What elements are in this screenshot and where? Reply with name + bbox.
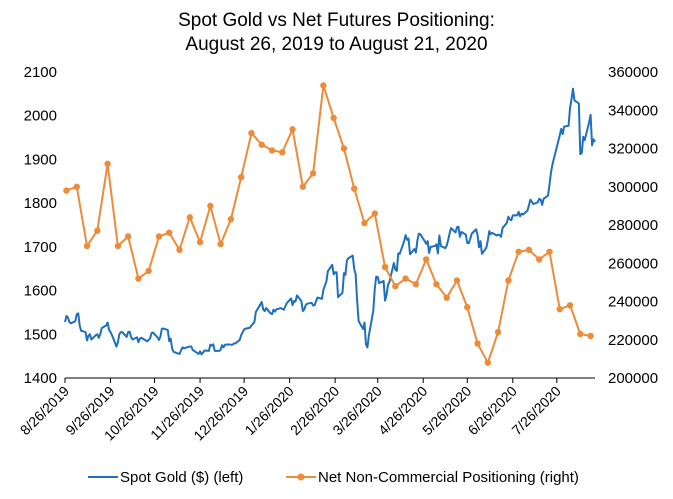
positioning-point xyxy=(546,248,553,255)
positioning-point xyxy=(392,283,399,290)
legend-marker-positioning xyxy=(297,473,305,481)
positioning-point xyxy=(124,233,132,240)
left-tick-label: 1800 xyxy=(24,195,57,212)
positioning-point xyxy=(186,214,193,221)
legend: Spot Gold ($) (left) Net Non-Commercial … xyxy=(88,469,579,486)
x-tick-label: 7/26/2020 xyxy=(509,383,565,439)
positioning-point xyxy=(63,187,70,194)
right-tick-label: 260000 xyxy=(608,255,658,272)
positioning-point xyxy=(474,340,481,347)
positioning-point xyxy=(566,302,574,309)
x-axis-ticks: 8/26/20199/26/201910/26/201911/26/201912… xyxy=(17,378,564,444)
legend-label-positioning: Net Non-Commercial Positioning (right) xyxy=(318,469,579,486)
positioning-point xyxy=(402,275,409,282)
positioning-point xyxy=(258,141,265,148)
positioning-point xyxy=(94,227,101,234)
positioning-point xyxy=(73,183,80,190)
right-tick-label: 320000 xyxy=(608,141,658,158)
legend-label-spot-gold: Spot Gold ($) (left) xyxy=(120,469,243,486)
positioning-point xyxy=(484,359,492,366)
positioning-point xyxy=(536,256,543,263)
right-tick-label: 300000 xyxy=(608,179,658,196)
positioning-point xyxy=(309,170,317,177)
right-tick-label: 360000 xyxy=(608,64,658,81)
right-tick-label: 340000 xyxy=(608,102,658,119)
positioning-point xyxy=(289,126,296,133)
positioning-point xyxy=(196,239,204,246)
positioning-point xyxy=(279,149,286,156)
positioning-point xyxy=(135,275,142,282)
positioning-point xyxy=(515,248,522,255)
positioning-line xyxy=(66,84,591,364)
positioning-point xyxy=(422,256,430,263)
positioning-point xyxy=(453,277,461,284)
positioning-point xyxy=(145,267,152,275)
positioning-point xyxy=(320,82,327,89)
left-tick-label: 1900 xyxy=(24,151,57,168)
left-tick-label: 1500 xyxy=(24,326,57,343)
chart-title-line-2: August 26, 2019 to August 21, 2020 xyxy=(185,34,487,55)
positioning-point xyxy=(505,277,512,284)
positioning-point xyxy=(433,281,440,288)
positioning-point xyxy=(587,332,594,340)
chart-title-line-1: Spot Gold vs Net Futures Positioning: xyxy=(178,10,495,31)
right-tick-label: 280000 xyxy=(608,217,658,234)
right-tick-label: 240000 xyxy=(608,294,658,311)
positioning-point xyxy=(237,173,245,181)
positioning-point xyxy=(361,219,368,227)
spot-gold-line xyxy=(64,87,596,356)
positioning-point xyxy=(114,242,122,250)
positioning-point xyxy=(371,210,378,217)
positioning-point xyxy=(330,114,337,122)
positioning-point xyxy=(381,263,389,271)
positioning-point xyxy=(556,305,563,313)
right-tick-label: 220000 xyxy=(608,332,658,349)
positioning-point xyxy=(443,294,450,301)
positioning-point xyxy=(412,281,420,288)
positioning-point xyxy=(340,145,348,152)
left-tick-label: 1700 xyxy=(24,239,57,256)
right-axis-ticks: 200000 220000 240000 260000 280000 300000 3200… xyxy=(608,64,658,387)
positioning-point xyxy=(577,330,584,338)
positioning-point xyxy=(525,246,533,254)
positioning-point xyxy=(104,160,111,167)
left-tick-label: 1600 xyxy=(24,283,57,300)
left-tick-label: 2000 xyxy=(24,108,57,125)
positioning-point xyxy=(351,185,358,192)
positioning-point xyxy=(217,240,224,248)
positioning-point xyxy=(176,246,183,254)
left-tick-label: 2100 xyxy=(24,64,57,81)
positioning-point xyxy=(268,147,276,154)
positioning-point xyxy=(299,183,307,190)
positioning-point xyxy=(83,242,91,250)
positioning-point xyxy=(155,233,163,240)
positioning-point xyxy=(227,216,235,223)
positioning-point xyxy=(248,130,255,137)
positioning-point xyxy=(494,328,502,336)
left-axis-ticks: 1400 1500 1600 1700 1800 1900 2000 2100 xyxy=(24,64,57,387)
positioning-point xyxy=(464,304,471,311)
positioning-point xyxy=(207,202,214,210)
positioning-point xyxy=(166,229,173,236)
series-layer xyxy=(63,82,596,366)
left-tick-label: 1400 xyxy=(24,370,57,387)
right-tick-label: 200000 xyxy=(608,370,658,387)
